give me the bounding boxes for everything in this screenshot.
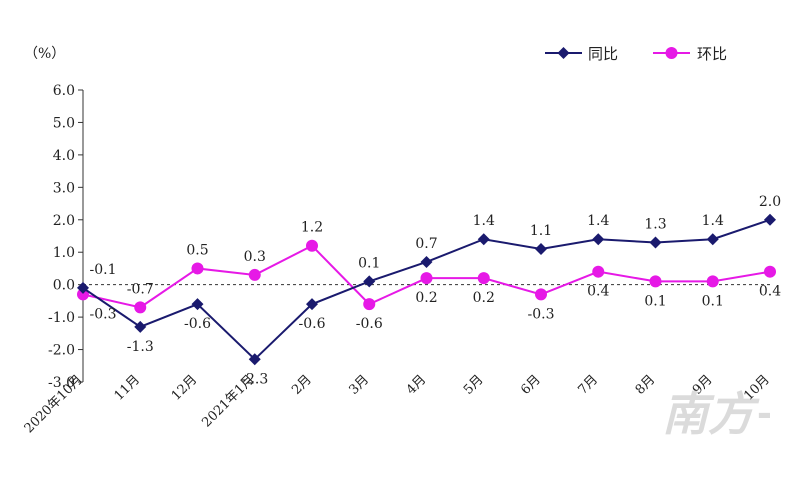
mom-data-label: 0.4: [587, 284, 609, 300]
mom-point: [77, 288, 89, 301]
y-unit-label: （%）: [24, 46, 65, 62]
legend-label-yoy: 同比: [588, 45, 618, 63]
y-tick-label: -3.0: [48, 375, 75, 391]
y-tick-label: 3.0: [53, 180, 75, 196]
mom-point: [535, 288, 547, 301]
yoy-point: [592, 233, 605, 246]
yoy-data-label: 1.1: [530, 223, 552, 239]
mom-point: [477, 272, 490, 285]
yoy-point: [477, 233, 490, 246]
mom-data-label: 0.1: [644, 293, 666, 309]
y-tick-label: 2.0: [53, 213, 75, 229]
yoy-point: [420, 255, 433, 268]
yoy-point: [764, 213, 776, 226]
mom-data-label: 0.2: [473, 290, 495, 306]
mom-data-label: -0.3: [90, 306, 117, 322]
y-tick-label: -2.0: [48, 343, 75, 359]
mom-data-label: -0.3: [528, 306, 555, 322]
yoy-point: [649, 236, 662, 249]
legend-label-mom: 环比: [697, 45, 727, 63]
mom-point: [248, 268, 261, 281]
legend: 同比 环比: [545, 45, 727, 63]
yoy-point: [134, 320, 147, 333]
yoy-point: [77, 281, 89, 294]
mom-point: [420, 272, 433, 285]
x-tick-label: 4月: [404, 372, 430, 398]
series-lines: [77, 213, 776, 366]
y-tick-label: 5.0: [53, 115, 75, 131]
yoy-point: [306, 298, 318, 311]
x-tick-label: 12月: [169, 372, 200, 403]
yoy-point: [248, 353, 261, 366]
x-tick-label: 3月: [346, 372, 372, 398]
yoy-data-label: -2.3: [241, 371, 268, 387]
legend-marker-mom: [665, 47, 678, 59]
yoy-data-label: -0.1: [90, 262, 117, 278]
x-tick-label: 6月: [518, 372, 544, 398]
yoy-data-label: 0.7: [415, 236, 437, 252]
yoy-data-label: 0.1: [358, 255, 380, 271]
y-tick-label: 0.0: [53, 278, 75, 294]
yoy-point: [535, 242, 547, 255]
x-tick-label: 5月: [461, 372, 487, 398]
yoy-data-label: -0.6: [184, 316, 211, 332]
mom-point: [363, 298, 376, 311]
mom-point: [649, 275, 662, 288]
watermark-text: 南方+: [662, 387, 770, 441]
yoy-data-label: 1.4: [587, 213, 609, 229]
mom-data-label: -0.7: [127, 281, 154, 297]
x-tick-label: 11月: [112, 372, 143, 403]
mom-data-label: 1.2: [301, 220, 323, 236]
yoy-data-label: 1.4: [473, 213, 495, 229]
yoy-data-label: -0.6: [299, 316, 326, 332]
mom-point: [306, 239, 318, 252]
mom-data-label: 0.1: [702, 293, 724, 309]
mom-data-label: 0.3: [244, 249, 266, 265]
watermark-logo: 南方+: [662, 387, 770, 441]
legend-marker-yoy: [557, 47, 570, 59]
yoy-data-label: 2.0: [759, 194, 781, 210]
mom-point: [191, 262, 204, 275]
mom-data-label: 0.4: [759, 284, 781, 300]
mom-data-label: 0.5: [186, 242, 208, 258]
yoy-point: [191, 298, 204, 311]
yoy-point: [706, 233, 719, 246]
x-tick-label: 8月: [633, 372, 659, 398]
mom-data-label: 0.2: [415, 290, 437, 306]
y-tick-label: -1.0: [48, 310, 75, 326]
data-labels: -0.1 -1.3 -0.6 -2.3 -0.6 0.1 0.7 1.4 1.1 1.4 1.3 1.…: [90, 194, 782, 388]
x-tick-label: 2月: [289, 372, 315, 398]
mom-point: [592, 265, 605, 278]
yoy-point: [363, 275, 376, 288]
mom-point: [134, 301, 147, 314]
yoy-data-label: 1.4: [702, 213, 724, 229]
y-tick-label: 1.0: [53, 245, 75, 261]
x-tick-label: 7月: [575, 372, 601, 398]
mom-point: [764, 265, 776, 278]
mom-point: [706, 275, 719, 288]
yoy-data-label: 1.3: [644, 216, 666, 232]
y-tick-label: 6.0: [53, 83, 75, 99]
yoy-data-label: -1.3: [127, 339, 154, 355]
y-tick-labels: 6.0 5.0 4.0 3.0 2.0 1.0 0.0 -1.0 -2.0 -3.0: [48, 83, 75, 391]
mom-data-label: -0.6: [356, 316, 383, 332]
y-tick-label: 4.0: [53, 148, 75, 164]
